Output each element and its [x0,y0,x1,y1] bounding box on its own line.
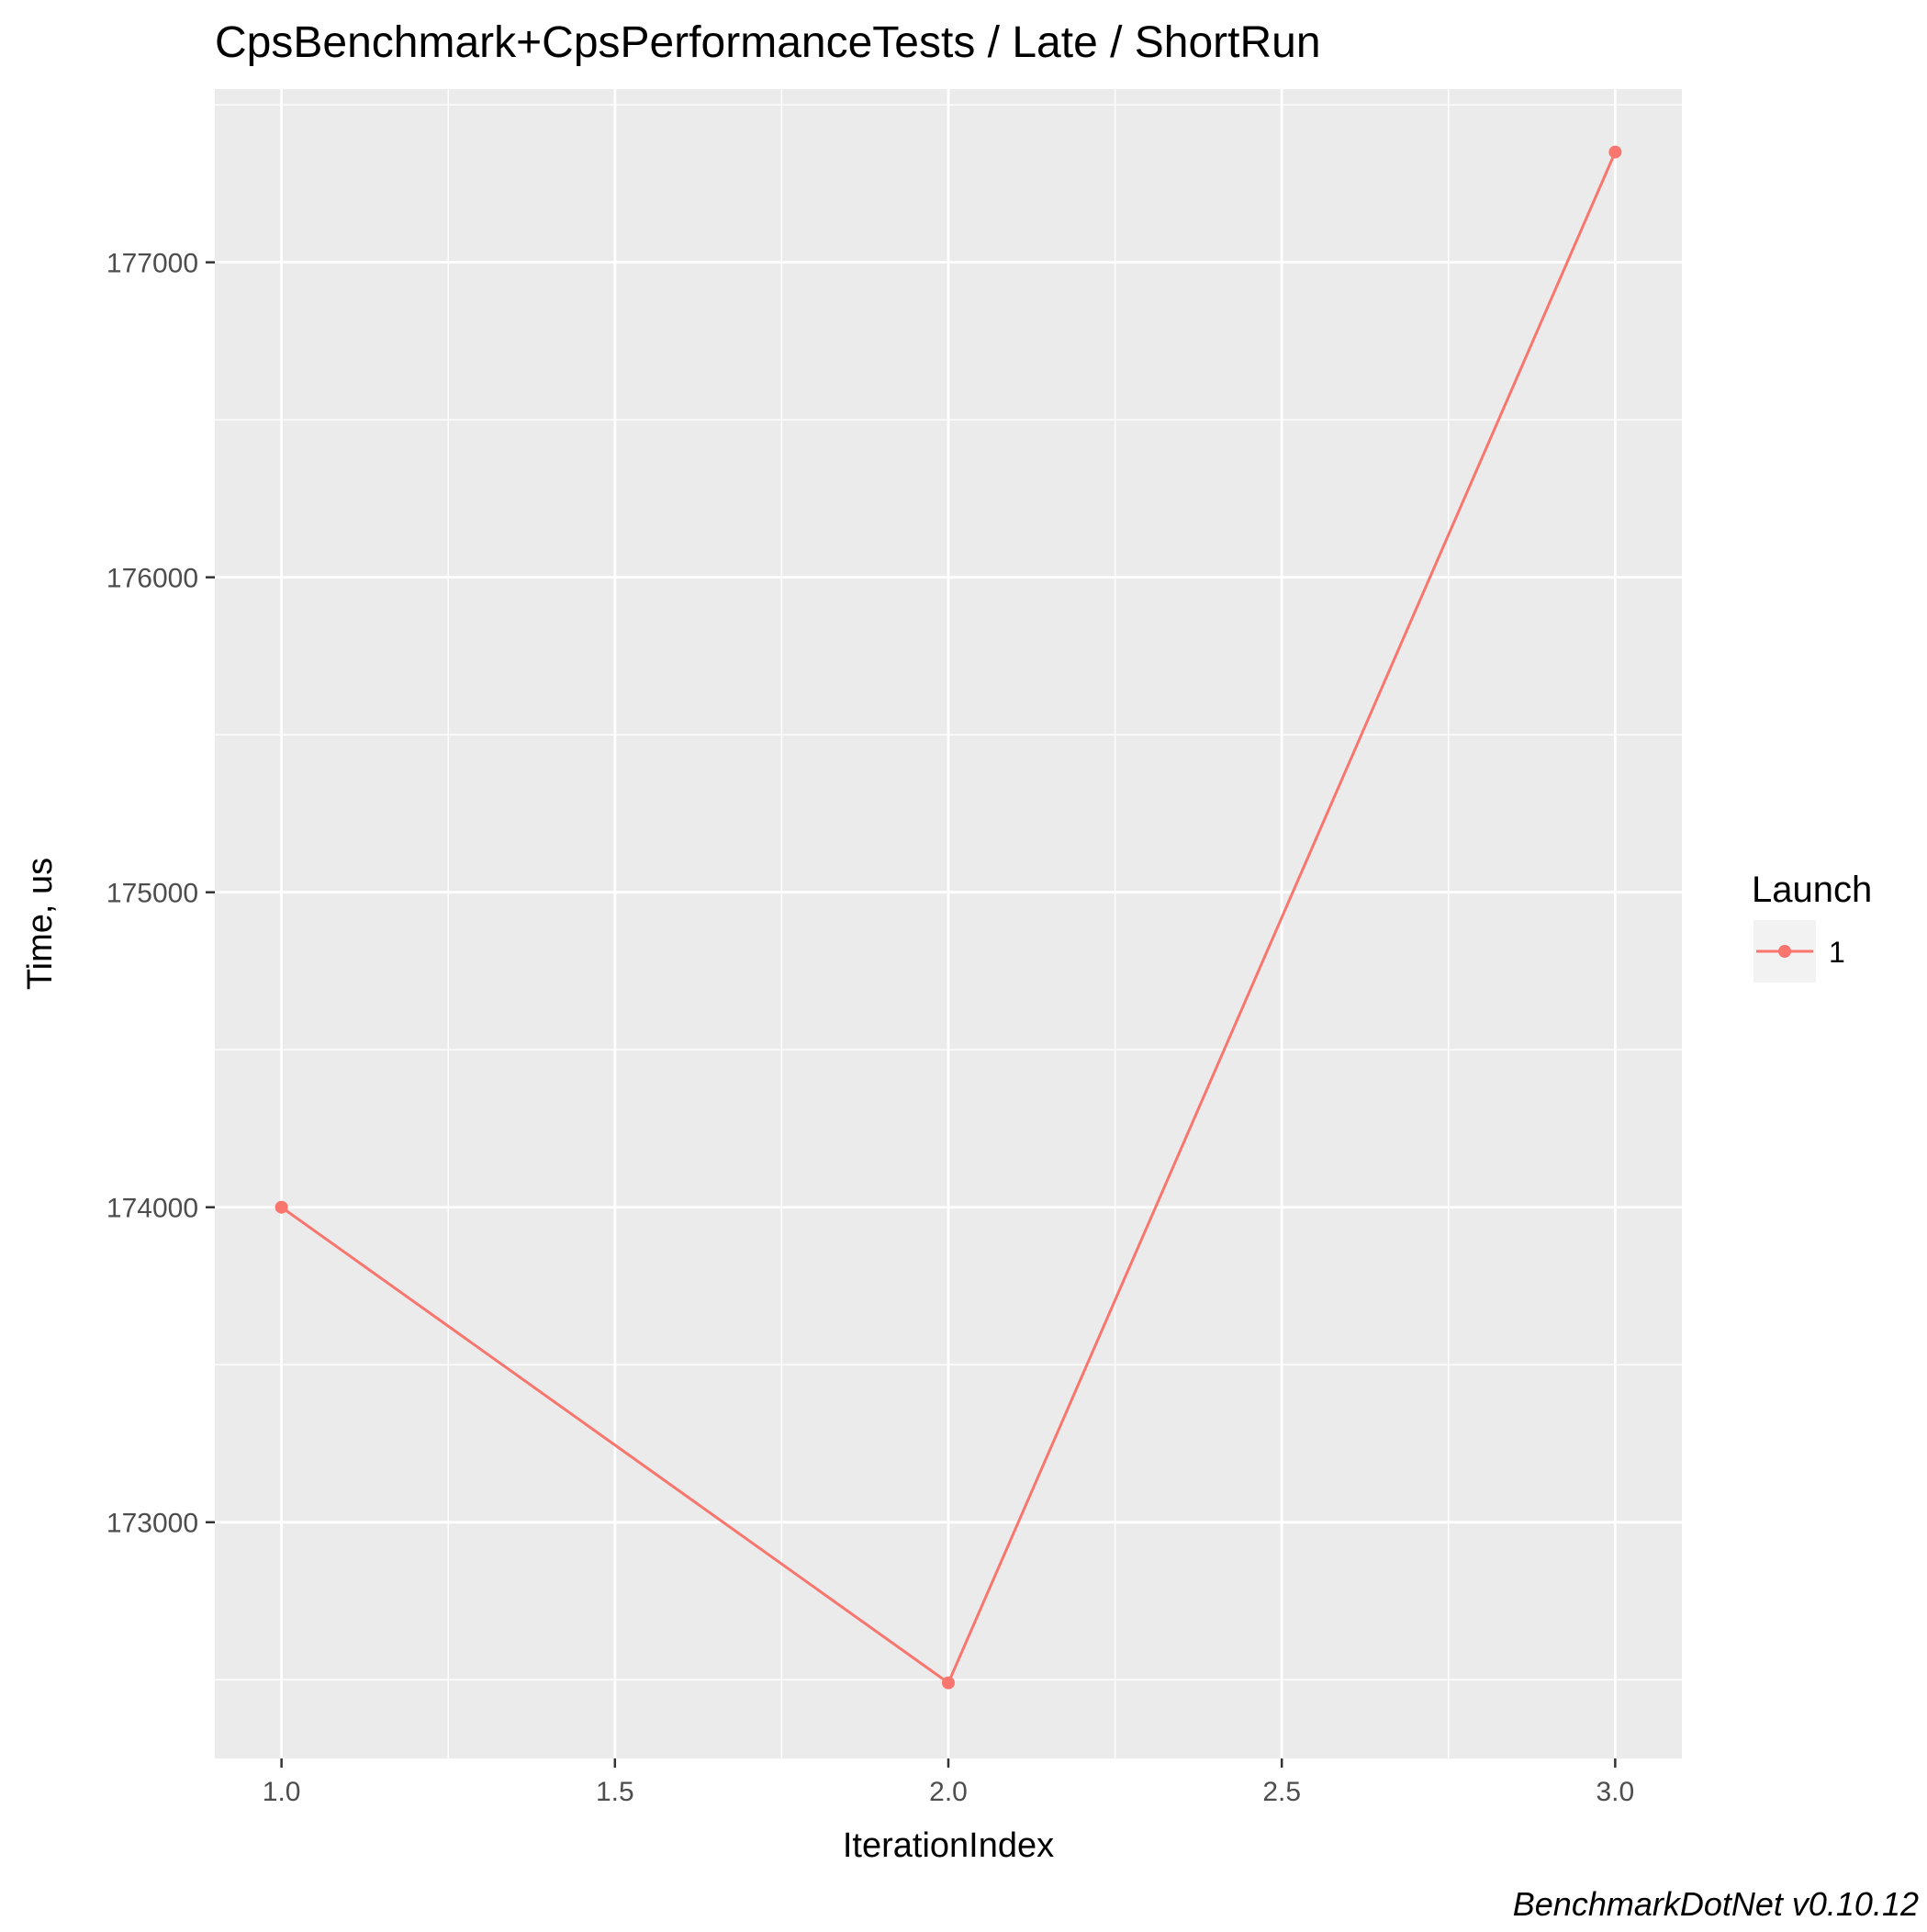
legend-key-point [1778,945,1791,958]
grid-major [215,89,1682,1758]
y-tick-label: 173000 [106,1509,198,1539]
y-tick-label: 176000 [106,564,198,594]
x-tick-label: 1.5 [596,1777,634,1807]
legend-title: Launch [1752,870,1872,910]
series-layer [274,145,1622,1690]
y-tick-label: 174000 [106,1194,198,1224]
x-tick-label: 1.0 [263,1777,301,1807]
x-tick-label: 2.0 [929,1777,968,1807]
legend-label-1: 1 [1829,936,1845,969]
caption: BenchmarkDotNet v0.10.12 [1513,1885,1919,1923]
x-axis: 1.0 1.5 2.0 2.5 3.0 [263,1758,1634,1807]
data-point [942,1676,955,1690]
legend: Launch 1 [1752,870,1872,983]
data-point [1608,145,1622,159]
x-tick-label: 2.5 [1262,1777,1301,1807]
chart-title: CpsBenchmark+CpsPerformanceTests / Late … [215,18,1321,67]
x-tick-label: 3.0 [1596,1777,1635,1807]
y-tick-label: 175000 [106,879,198,909]
y-axis: 173000 174000 175000 176000 177000 [106,249,215,1539]
x-axis-title: IterationIndex [843,1826,1054,1865]
data-point [274,1200,288,1214]
y-axis-title: Time, us [21,858,60,990]
y-tick-label: 177000 [106,249,198,279]
